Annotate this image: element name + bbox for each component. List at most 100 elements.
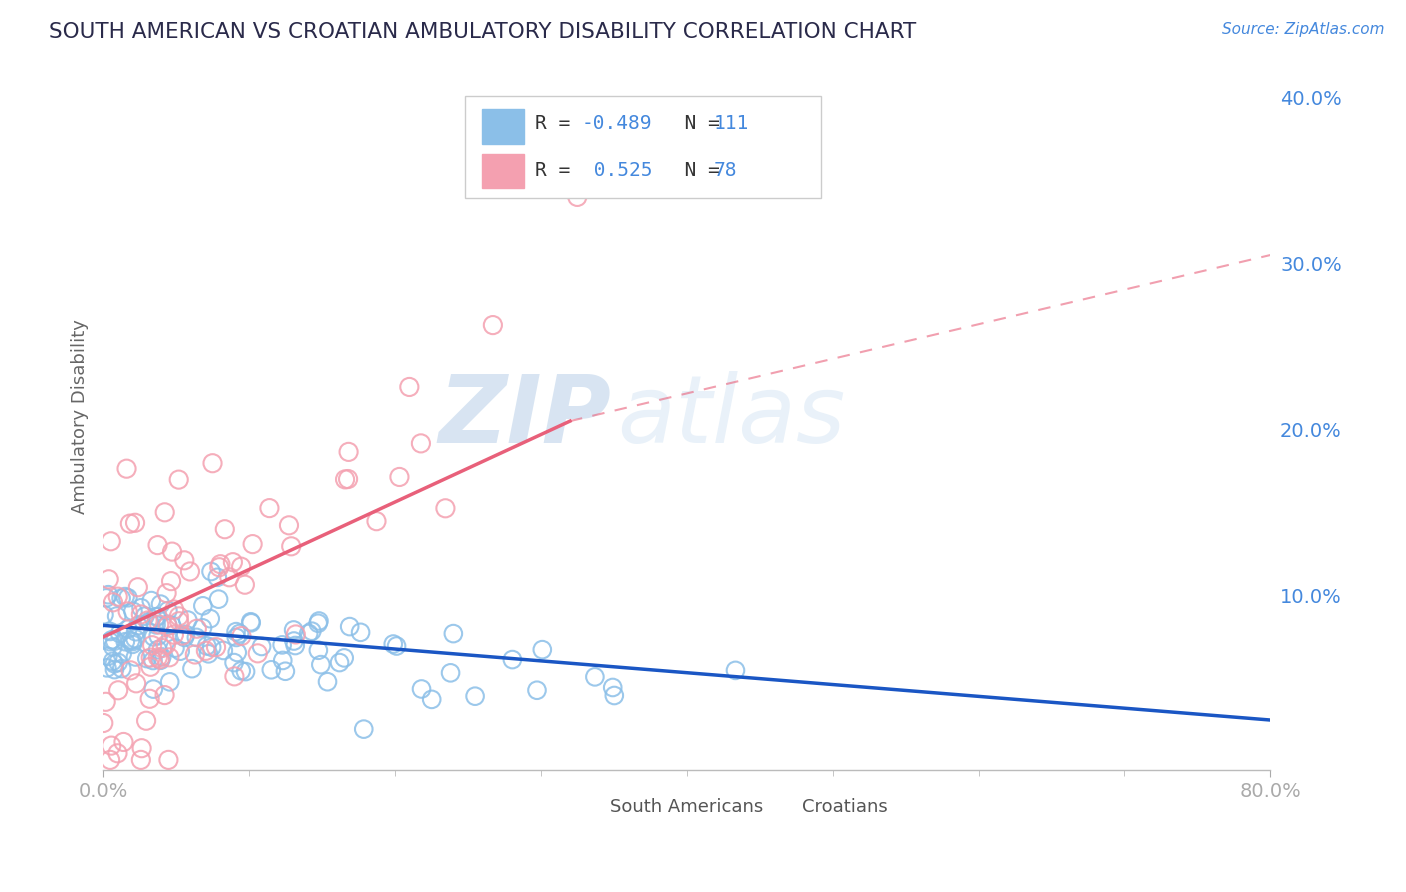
- Point: [111, 662, 134, 676]
- Point: [150, 649, 173, 664]
- Point: [337, 445, 360, 459]
- Point: [349, 625, 371, 640]
- Point: [388, 470, 411, 484]
- Point: [200, 612, 222, 626]
- Point: [149, 597, 172, 611]
- Point: [209, 558, 232, 572]
- Point: [167, 609, 190, 624]
- Point: [150, 640, 173, 655]
- Point: [163, 628, 186, 642]
- Point: [156, 617, 179, 632]
- Point: [298, 626, 321, 640]
- Point: [197, 647, 219, 661]
- Point: [226, 645, 249, 659]
- Point: [366, 514, 388, 528]
- Point: [141, 638, 163, 652]
- Point: [173, 631, 195, 645]
- Text: 0.525: 0.525: [582, 161, 652, 180]
- Point: [531, 642, 554, 657]
- Point: [124, 632, 146, 646]
- Point: [156, 604, 179, 618]
- Text: 78: 78: [714, 161, 737, 180]
- Point: [156, 619, 179, 633]
- Point: [172, 629, 194, 643]
- Point: [307, 643, 329, 657]
- FancyBboxPatch shape: [465, 95, 821, 198]
- Point: [107, 746, 129, 760]
- Point: [218, 570, 240, 584]
- Point: [124, 650, 146, 665]
- Point: [231, 629, 253, 643]
- Point: [283, 634, 305, 648]
- Point: [97, 588, 120, 602]
- Point: [224, 669, 246, 683]
- Point: [398, 380, 420, 394]
- Y-axis label: Ambulatory Disability: Ambulatory Disability: [72, 319, 89, 515]
- Point: [181, 662, 204, 676]
- Point: [149, 652, 172, 666]
- Point: [280, 539, 302, 553]
- Point: [111, 647, 134, 661]
- Point: [434, 501, 457, 516]
- Point: [167, 473, 190, 487]
- Point: [501, 652, 523, 666]
- Point: [103, 657, 125, 671]
- Point: [127, 580, 149, 594]
- Text: South Americans: South Americans: [610, 797, 763, 815]
- Point: [309, 657, 332, 672]
- Point: [583, 670, 606, 684]
- Point: [602, 681, 624, 695]
- Point: [120, 663, 142, 677]
- Point: [146, 642, 169, 657]
- Point: [333, 472, 356, 486]
- Point: [131, 741, 153, 756]
- Point: [115, 461, 138, 475]
- Point: [157, 650, 180, 665]
- FancyBboxPatch shape: [482, 153, 524, 188]
- Point: [127, 618, 149, 632]
- Point: [339, 619, 361, 633]
- Point: [136, 614, 159, 628]
- Point: [274, 665, 297, 679]
- Point: [174, 627, 197, 641]
- Point: [114, 634, 136, 648]
- Point: [207, 570, 229, 584]
- Point: [160, 544, 183, 558]
- Point: [125, 676, 148, 690]
- Point: [231, 559, 253, 574]
- Point: [121, 634, 143, 648]
- Point: [101, 654, 124, 668]
- Point: [194, 644, 217, 658]
- Point: [284, 639, 307, 653]
- FancyBboxPatch shape: [482, 109, 524, 144]
- Point: [146, 538, 169, 552]
- Point: [382, 637, 405, 651]
- Point: [100, 739, 122, 753]
- Point: [135, 714, 157, 728]
- Point: [97, 572, 120, 586]
- Point: [411, 681, 433, 696]
- Point: [117, 604, 139, 618]
- Point: [260, 663, 283, 677]
- Point: [91, 716, 114, 731]
- Point: [233, 578, 256, 592]
- Point: [439, 665, 461, 680]
- Point: [155, 638, 177, 652]
- Point: [184, 648, 207, 662]
- Point: [235, 665, 257, 679]
- Point: [167, 614, 190, 628]
- Point: [103, 663, 125, 677]
- FancyBboxPatch shape: [761, 794, 797, 819]
- Point: [308, 614, 330, 628]
- Point: [100, 534, 122, 549]
- Point: [139, 660, 162, 674]
- Point: [139, 650, 162, 665]
- Point: [316, 674, 339, 689]
- Text: R =: R =: [536, 113, 582, 133]
- Point: [117, 622, 139, 636]
- Text: N =: N =: [661, 161, 731, 180]
- Point: [156, 586, 179, 600]
- Point: [107, 590, 129, 604]
- Point: [141, 593, 163, 607]
- Point: [228, 626, 250, 640]
